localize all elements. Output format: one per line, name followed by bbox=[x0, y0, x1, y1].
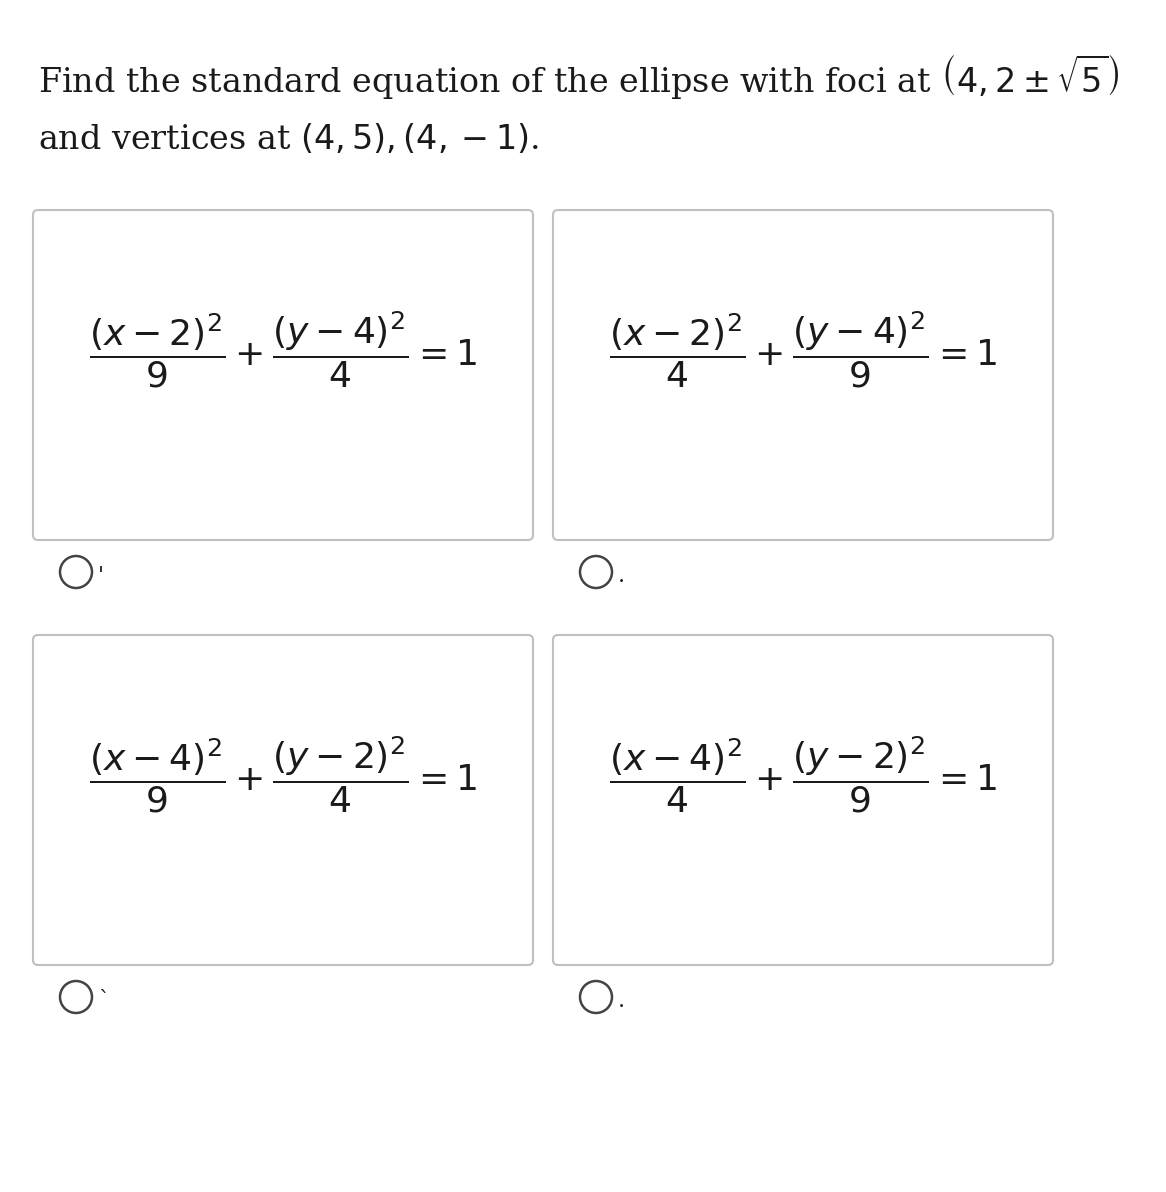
Text: and vertices at $\left(4,5\right),\left(4,-1\right)$.: and vertices at $\left(4,5\right),\left(… bbox=[38, 122, 539, 156]
Text: .: . bbox=[618, 991, 625, 1012]
Text: $\dfrac{(x-2)^{2}}{9}+\dfrac{(y-4)^{2}}{4}=1$: $\dfrac{(x-2)^{2}}{9}+\dfrac{(y-4)^{2}}{… bbox=[89, 309, 477, 390]
Text: $\dfrac{(x-4)^{2}}{4}+\dfrac{(y-2)^{2}}{9}=1$: $\dfrac{(x-4)^{2}}{4}+\dfrac{(y-2)^{2}}{… bbox=[609, 734, 997, 814]
Text: ': ' bbox=[98, 565, 104, 586]
Text: $\dfrac{(x-2)^{2}}{4}+\dfrac{(y-4)^{2}}{9}=1$: $\dfrac{(x-2)^{2}}{4}+\dfrac{(y-4)^{2}}{… bbox=[609, 309, 997, 390]
FancyBboxPatch shape bbox=[553, 210, 1053, 540]
Text: .: . bbox=[618, 565, 625, 586]
FancyBboxPatch shape bbox=[553, 635, 1053, 966]
Text: `: ` bbox=[98, 991, 110, 1012]
Text: Find the standard equation of the ellipse with foci at $\left(4,2\pm\sqrt{5}\rig: Find the standard equation of the ellips… bbox=[38, 52, 1119, 101]
FancyBboxPatch shape bbox=[33, 635, 533, 966]
FancyBboxPatch shape bbox=[33, 210, 533, 540]
Text: $\dfrac{(x-4)^{2}}{9}+\dfrac{(y-2)^{2}}{4}=1$: $\dfrac{(x-4)^{2}}{9}+\dfrac{(y-2)^{2}}{… bbox=[89, 734, 477, 814]
